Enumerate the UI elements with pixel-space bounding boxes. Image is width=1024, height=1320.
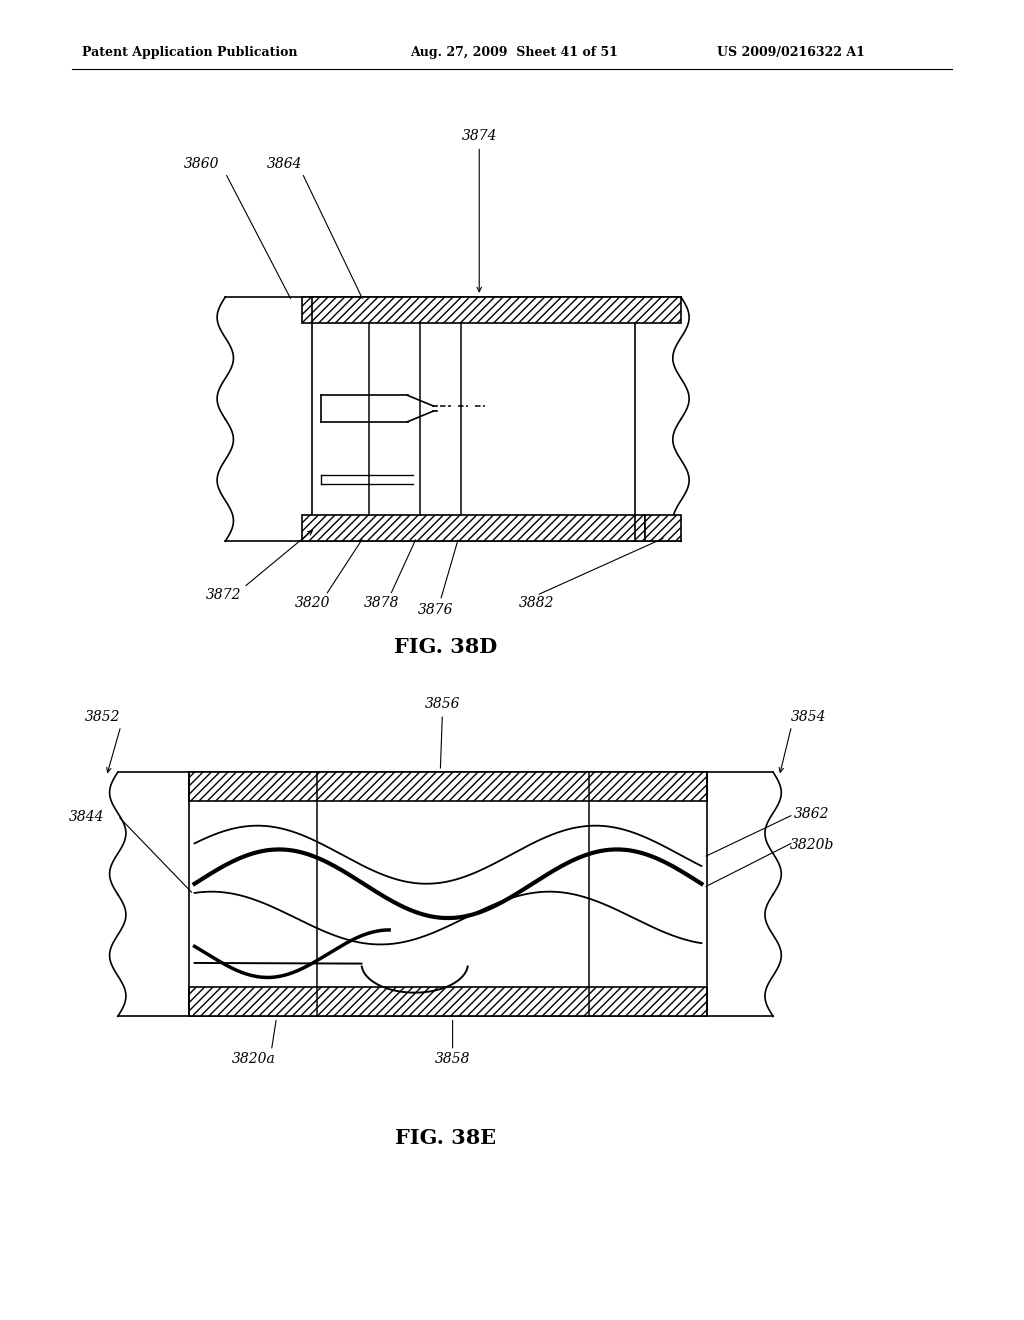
Text: 3872: 3872	[206, 589, 241, 602]
Text: 3862: 3862	[795, 808, 829, 821]
Text: 3858: 3858	[435, 1052, 470, 1065]
Bar	[302, 297, 681, 323]
Bar	[189, 987, 707, 1016]
Text: FIG. 38D: FIG. 38D	[394, 636, 497, 657]
Text: 3844: 3844	[70, 810, 104, 824]
Text: 3874: 3874	[462, 129, 497, 143]
Text: 3820: 3820	[295, 597, 330, 610]
Bar	[645, 515, 681, 541]
Text: 3882: 3882	[519, 597, 554, 610]
Text: 3852: 3852	[85, 710, 120, 723]
Text: Aug. 27, 2009  Sheet 41 of 51: Aug. 27, 2009 Sheet 41 of 51	[410, 46, 617, 59]
Text: 3820a: 3820a	[232, 1052, 275, 1065]
Text: 3856: 3856	[425, 697, 460, 710]
Text: 3820b: 3820b	[790, 838, 835, 851]
Bar	[302, 515, 645, 541]
Text: 3860: 3860	[184, 157, 219, 170]
Bar	[189, 772, 707, 801]
Text: 3876: 3876	[418, 603, 453, 616]
Text: 3878: 3878	[365, 597, 399, 610]
Text: US 2009/0216322 A1: US 2009/0216322 A1	[717, 46, 864, 59]
Text: FIG. 38E: FIG. 38E	[395, 1127, 496, 1148]
Text: 3854: 3854	[792, 710, 826, 723]
Text: 3864: 3864	[267, 157, 302, 170]
Text: Patent Application Publication: Patent Application Publication	[82, 46, 297, 59]
